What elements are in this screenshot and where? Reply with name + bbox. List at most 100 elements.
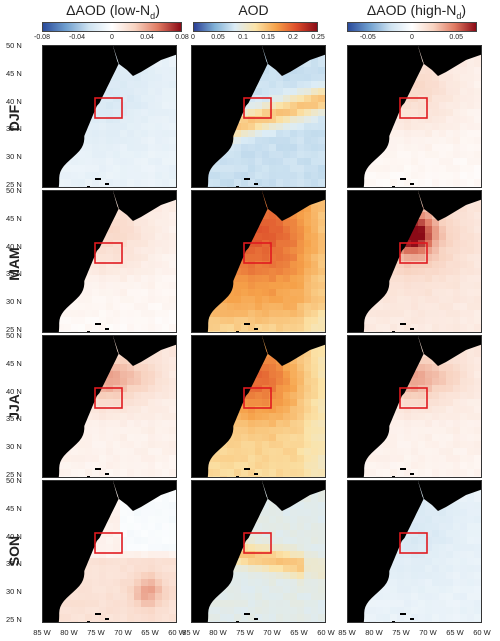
grid-cell [255, 392, 263, 400]
grid-cell [162, 427, 170, 435]
grid-cell [453, 310, 461, 318]
grid-cell [304, 310, 312, 318]
grid-cell [141, 324, 149, 332]
grid-cell [283, 434, 291, 442]
grid-cell [411, 233, 419, 241]
grid-cell [99, 448, 107, 456]
land-mass [43, 191, 119, 332]
grid-cell [169, 123, 176, 131]
grid-cell [127, 600, 135, 608]
grid-cell [467, 116, 475, 124]
grid-cell [304, 205, 312, 213]
grid-cell [304, 544, 312, 552]
grid-cell [453, 406, 461, 414]
grid-cell [176, 179, 177, 187]
grid-cell [411, 516, 419, 524]
grid-cell [106, 268, 114, 276]
grid-cell [162, 392, 170, 400]
grid-cell [234, 165, 242, 173]
grid-cell [127, 516, 135, 524]
grid-cell [92, 427, 100, 435]
grid-cell [432, 385, 440, 393]
grid-cell [453, 448, 461, 456]
grid-cell [127, 551, 135, 559]
grid-cell [220, 303, 228, 311]
grid-cell [176, 544, 177, 552]
grid-cell [134, 565, 142, 573]
grid-cell [162, 579, 170, 587]
grid-cell [276, 371, 284, 379]
grid-cell [432, 219, 440, 227]
grid-cell [383, 144, 391, 152]
grid-cell [453, 247, 461, 255]
grid-cell [425, 427, 433, 435]
grid-cell [283, 509, 291, 517]
grid-cell [113, 420, 121, 428]
grid-cell [453, 509, 461, 517]
grid-cell [155, 247, 163, 255]
grid-cell [411, 81, 419, 89]
grid-cell [227, 600, 235, 608]
grid-cell [283, 282, 291, 290]
grid-cell [432, 371, 440, 379]
grid-cell [425, 247, 433, 255]
grid-cell [474, 324, 481, 332]
grid-cell [148, 427, 156, 435]
grid-cell [425, 364, 433, 372]
grid-cell [141, 434, 149, 442]
grid-cell [446, 331, 454, 332]
grid-cell [234, 310, 242, 318]
grid-cell [234, 413, 242, 421]
grid-cell [99, 268, 107, 276]
grid-cell [113, 537, 121, 545]
map-field [348, 191, 481, 332]
grid-cell [141, 88, 149, 96]
grid-cell [78, 165, 86, 173]
grid-cell [106, 448, 114, 456]
grid-cell [467, 95, 475, 103]
grid-cell [269, 579, 277, 587]
grid-cell [262, 268, 270, 276]
grid-cell [57, 317, 65, 325]
grid-cell [318, 600, 325, 608]
grid-cell [432, 516, 440, 524]
grid-cell [169, 130, 176, 138]
grid-cell [169, 378, 176, 386]
grid-cell [311, 462, 319, 470]
grid-cell [141, 261, 149, 269]
grid-cell [262, 420, 270, 428]
grid-cell [276, 158, 284, 166]
grid-cell [369, 324, 377, 332]
grid-cell [262, 392, 270, 400]
grid-cell [283, 233, 291, 241]
grid-cell [411, 254, 419, 262]
grid-cell [92, 130, 100, 138]
grid-cell [162, 371, 170, 379]
grid-cell [162, 551, 170, 559]
grid-cell [304, 324, 312, 332]
grid-cell [297, 579, 305, 587]
grid-cell [411, 378, 419, 386]
grid-cell [474, 226, 481, 234]
grid-cell [481, 523, 482, 531]
grid-cell [318, 254, 325, 262]
island [95, 613, 101, 615]
grid-cell [411, 268, 419, 276]
study-region-box [243, 532, 272, 554]
grid-cell [311, 357, 319, 365]
grid-cell [460, 469, 468, 477]
grid-cell [311, 420, 319, 428]
grid-cell [169, 158, 176, 166]
grid-cell [85, 462, 93, 470]
grid-cell [120, 233, 128, 241]
grid-cell [460, 158, 468, 166]
grid-cell [169, 198, 176, 206]
grid-cell [432, 233, 440, 241]
grid-cell [92, 448, 100, 456]
map-field [192, 336, 325, 477]
grid-cell [297, 74, 305, 82]
grid-cell [262, 469, 270, 477]
grid-cell [460, 123, 468, 131]
grid-cell [404, 151, 412, 159]
grid-cell [439, 116, 447, 124]
